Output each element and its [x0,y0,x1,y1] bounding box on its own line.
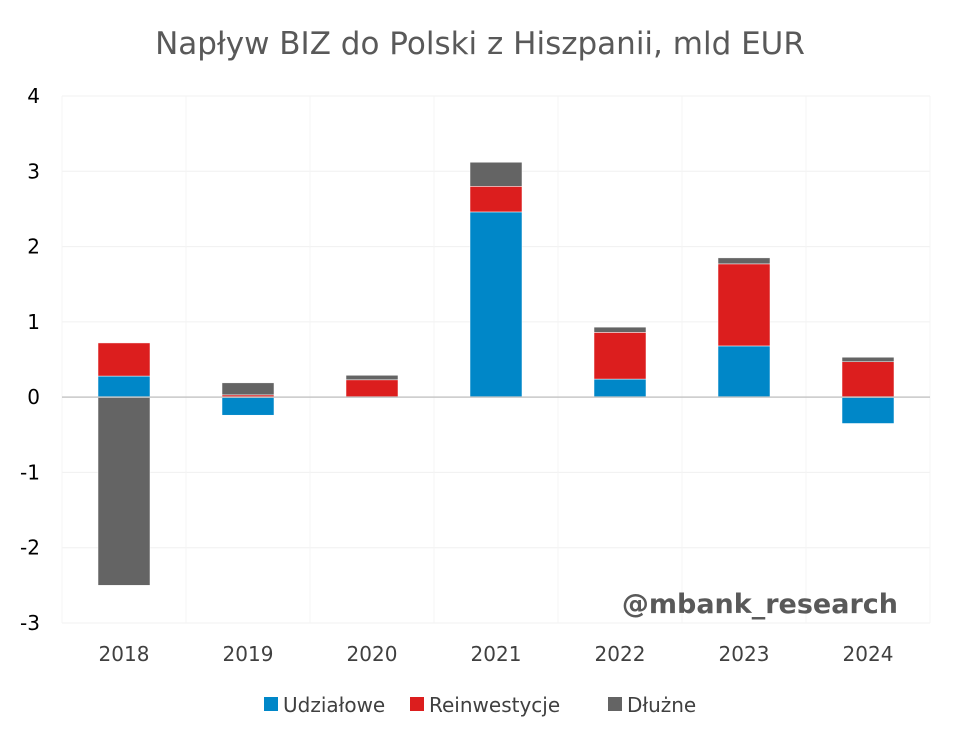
legend-swatch-dłużne [608,697,622,711]
bar-dłużne-2018 [97,396,151,586]
bar-reinwestycje-2021 [469,186,523,213]
bar-dłużne-2023 [717,257,771,265]
bar-reinwestycje-2018 [97,342,151,377]
y-tick-label: -3 [20,611,40,635]
bar-reinwestycje-2024 [841,361,895,398]
legend-label: Reinwestycje [429,693,560,717]
y-tick-label: 0 [27,385,40,409]
bar-udziałowe-2023 [717,345,771,398]
bar-dłużne-2020 [345,375,399,381]
legend-label: Dłużne [627,693,696,717]
legend-swatch-udziałowe [264,697,278,711]
y-tick-label: 4 [27,84,40,108]
y-tick-label: 3 [27,159,40,183]
bar-udziałowe-2021 [469,211,523,398]
bar-udziałowe-2022 [593,378,647,398]
bar-dłużne-2019 [221,382,275,396]
x-tick-label: 2018 [99,642,150,666]
legend-label: Udziałowe [283,693,385,717]
bar-reinwestycje-2022 [593,332,647,380]
y-tick-label: -1 [20,460,40,484]
bar-dłużne-2022 [593,326,647,333]
x-tick-label: 2021 [471,642,522,666]
legend: Udziałowe Reinwestycje Dłużne [264,693,696,717]
y-tick-label: -2 [20,536,40,560]
axes: -3 -2 -1 0 1 2 3 4 2018 2019 2020 2021 2022 2023 2024 [20,84,930,666]
bar-udziałowe-2018 [97,375,151,398]
bar-reinwestycje-2023 [717,263,771,347]
y-tick-label: 1 [27,310,40,334]
legend-swatch-reinwestycje [410,697,424,711]
x-tick-label: 2020 [347,642,398,666]
x-tick-label: 2024 [843,642,894,666]
y-tick-label: 2 [27,235,40,259]
x-tick-label: 2022 [595,642,646,666]
bar-udziałowe-2019 [221,396,275,416]
x-tick-label: 2019 [223,642,274,666]
x-tick-label: 2023 [719,642,770,666]
bar-dłużne-2021 [469,162,523,187]
bar-reinwestycje-2020 [345,379,399,398]
bar-udziałowe-2024 [841,396,895,424]
watermark: @mbank_research [622,589,898,620]
bars [97,162,895,586]
chart-title: Napływ BIZ do Polski z Hiszpanii, mld EU… [155,26,805,62]
bar-dłużne-2024 [841,356,895,363]
